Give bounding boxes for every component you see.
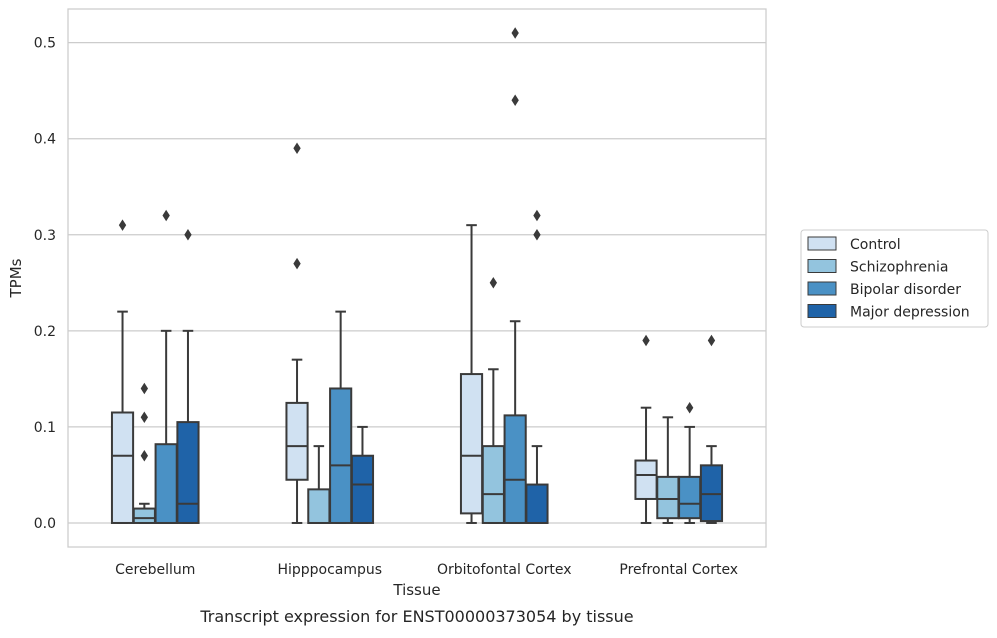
outlier-point — [162, 209, 170, 222]
box-bipolar-disorder — [154, 209, 178, 524]
plot-area-frame — [67, 8, 767, 548]
box-iqr — [154, 443, 178, 524]
y-tick-label: 0.4 — [34, 132, 56, 148]
legend-swatch — [807, 259, 837, 273]
legend-label: Schizophrenia — [850, 260, 948, 276]
y-tick-label: 0.3 — [34, 228, 56, 244]
box-iqr — [503, 414, 527, 524]
box-iqr — [481, 445, 505, 524]
box-iqr — [307, 488, 331, 524]
outlier-point — [293, 142, 301, 155]
outlier-point — [642, 334, 650, 347]
legend-label: Bipolar disorder — [850, 282, 961, 298]
box-schizophrenia — [132, 382, 156, 524]
box-major-depression — [350, 425, 375, 524]
box-schizophrenia — [656, 416, 680, 524]
x-tick-label: Cerebellum — [115, 562, 195, 578]
outlier-point — [685, 401, 694, 414]
outlier-point — [533, 229, 541, 241]
outlier-point — [118, 219, 127, 231]
legend-frame — [800, 229, 989, 328]
outlier-point — [140, 382, 149, 395]
y-tick-label: 0.2 — [34, 324, 56, 340]
x-tick-label: Hipppocampus — [277, 562, 382, 578]
box-groups — [110, 27, 724, 524]
box-iqr — [329, 387, 353, 524]
box-major-depression — [176, 229, 200, 524]
box-group — [634, 334, 724, 524]
box-control — [459, 224, 484, 524]
box-major-depression — [699, 334, 724, 524]
box-iqr — [176, 421, 200, 524]
legend: Control Schizophrenia Bipolar disorder Majo… — [800, 229, 989, 328]
box-iqr — [350, 454, 375, 524]
legend-swatch — [807, 281, 837, 296]
outlier-point — [511, 27, 519, 39]
y-tick-label: 0.1 — [34, 420, 56, 436]
box-bipolar-disorder — [678, 401, 702, 524]
legend-swatch — [807, 304, 837, 318]
box-control — [634, 334, 658, 524]
box-group — [110, 209, 200, 524]
outlier-point — [533, 209, 541, 222]
x-tick-label: Orbitofontal Cortex — [437, 562, 572, 578]
legend-swatch — [807, 236, 837, 251]
box-iqr — [459, 373, 484, 515]
box-control — [285, 142, 309, 524]
outlier-point — [140, 449, 149, 462]
box-bipolar-disorder — [329, 310, 353, 524]
box-control — [110, 219, 135, 524]
box-group — [285, 142, 375, 524]
outlier-point — [184, 229, 192, 241]
box-iqr — [634, 459, 658, 500]
x-tick-label: Prefrontal Cortex — [619, 562, 738, 578]
y-axis-label: TPMs — [7, 258, 25, 298]
box-iqr — [656, 475, 680, 520]
chart-caption: Transcript expression for ENST0000037305… — [199, 607, 633, 626]
box-iqr — [678, 475, 702, 520]
legend-label: Major depression — [850, 305, 970, 321]
box-group — [459, 27, 549, 524]
box-iqr — [110, 411, 135, 524]
box-iqr — [132, 507, 156, 524]
box-bipolar-disorder — [503, 27, 527, 524]
y-axis-ticks: 0.0 0.1 0.2 0.3 0.4 0.5 — [34, 36, 56, 532]
outlier-point — [707, 334, 716, 347]
outlier-point — [140, 411, 149, 424]
box-iqr — [525, 483, 549, 524]
box-major-depression — [525, 209, 549, 524]
outlier-point — [293, 257, 301, 270]
y-tick-label: 0.0 — [34, 516, 56, 532]
box-schizophrenia — [307, 445, 331, 524]
y-tick-label: 0.5 — [34, 36, 56, 52]
x-axis-label: Tissue — [392, 581, 440, 599]
legend-label: Control — [850, 237, 901, 253]
box-schizophrenia — [481, 277, 505, 524]
outlier-point — [511, 94, 519, 107]
x-axis-ticks: Cerebellum Hipppocampus Orbitofontal Corte… — [115, 562, 738, 578]
outlier-point — [489, 277, 498, 289]
box-iqr — [285, 401, 309, 481]
